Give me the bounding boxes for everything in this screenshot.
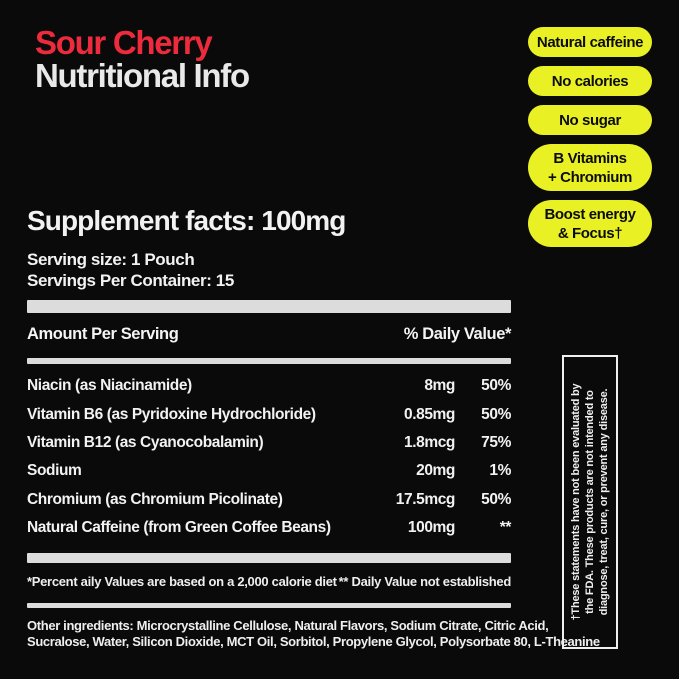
supplement-facts-title: Supplement facts: 100mg	[27, 205, 346, 236]
feature-badge-column: Natural caffeine No calories No sugar B …	[528, 27, 652, 247]
page-title: Nutritional Info	[35, 57, 250, 94]
footnote-percent-daily-value: *Percent aily Values are based on a 2,00…	[27, 574, 337, 590]
nutrient-daily-value: 50%	[481, 490, 511, 508]
nutrient-daily-value: 50%	[481, 405, 511, 423]
table-row: Niacin (as Niacinamide) 8mg 50%	[27, 372, 511, 400]
nutrient-label: Natural Caffeine (from Green Coffee Bean…	[27, 519, 331, 537]
badge-label: + Chromium	[548, 168, 632, 186]
other-ingredients-line: Sucralose, Water, Silicon Dioxide, MCT O…	[27, 633, 600, 649]
footnote-dv-not-established: ** Daily Value not established	[338, 574, 512, 590]
badge-label: Boost energy	[544, 205, 636, 223]
fda-disclaimer-line: the FDA. These products are not intended…	[584, 390, 596, 614]
table-row: Sodium 20mg 1%	[27, 457, 511, 485]
other-ingredients-line: Other ingredients: Microcrystalline Cell…	[27, 618, 549, 634]
badge-label: No calories	[551, 72, 629, 90]
nutrient-label: Vitamin B6 (as Pyridoxine Hydrochloride)	[27, 405, 316, 423]
footnotes: *Percent aily Values are based on a 2,00…	[27, 574, 511, 589]
badge-natural-caffeine: Natural caffeine	[528, 27, 652, 57]
nutrient-table-header: Amount Per Serving % Daily Value*	[27, 322, 511, 346]
fda-disclaimer-line: †These statements have not been evaluate…	[570, 383, 582, 621]
nutrient-amount: 8mg	[424, 377, 455, 395]
nutrient-daily-value: 75%	[481, 433, 511, 451]
nutrient-amount: 1.8mcg	[403, 433, 455, 451]
nutrient-label: Chromium (as Chromium Picolinate)	[27, 490, 283, 508]
nutrient-amount: 100mg	[407, 519, 456, 537]
table-row: Natural Caffeine (from Green Coffee Bean…	[27, 514, 511, 542]
fda-disclaimer-box: †These statements have not been evaluate…	[562, 355, 618, 649]
nutrient-label: Sodium	[27, 462, 82, 480]
badge-label: Natural caffeine	[536, 33, 644, 51]
nutrient-daily-value: 1%	[489, 462, 511, 480]
table-row: Vitamin B6 (as Pyridoxine Hydrochloride)…	[27, 400, 511, 428]
divider-bar-thick	[27, 300, 511, 313]
divider-bar-thick-bottom	[27, 553, 511, 564]
badge-label: B Vitamins	[553, 149, 627, 167]
fda-disclaimer-text: †These statements have not been evaluate…	[569, 360, 611, 644]
table-row: Vitamin B12 (as Cyanocobalamin) 1.8mcg 7…	[27, 429, 511, 457]
nutrient-daily-value: **	[499, 519, 512, 537]
nutrient-amount: 17.5mcg	[395, 490, 456, 508]
badge-b-vitamins-chromium: B Vitamins + Chromium	[528, 144, 652, 191]
badge-no-calories: No calories	[528, 66, 652, 96]
nutrient-daily-value: 50%	[481, 377, 511, 395]
nutrient-label: Vitamin B12 (as Cyanocobalamin)	[27, 433, 264, 451]
page-header: Sour Cherry Nutritional Info	[35, 24, 250, 94]
column-header-daily-value: % Daily Value*	[403, 324, 512, 343]
nutrient-amount: 20mg	[416, 462, 455, 480]
servings-per-container: Servings Per Container: 15	[27, 271, 234, 290]
nutrient-table-body: Niacin (as Niacinamide) 8mg 50% Vitamin …	[27, 372, 511, 542]
fda-disclaimer-line: diagnose, treat, cure, or prevent any di…	[598, 388, 610, 616]
table-row: Chromium (as Chromium Picolinate) 17.5mc…	[27, 486, 511, 514]
badge-boost-energy-focus: Boost energy & Focus†	[528, 200, 652, 247]
serving-size: Serving size: 1 Pouch	[27, 250, 195, 269]
serving-info: Serving size: 1 Pouch Servings Per Conta…	[27, 249, 511, 291]
supplement-facts-panel: Supplement facts: 100mg Serving size: 1 …	[27, 205, 600, 649]
nutrient-label: Niacin (as Niacinamide)	[27, 377, 192, 395]
nutrient-amount: 0.85mg	[403, 405, 455, 423]
divider-bar-thin	[27, 603, 511, 609]
badge-label: & Focus†	[557, 224, 623, 242]
other-ingredients: Other ingredients: Microcrystalline Cell…	[27, 618, 600, 649]
column-header-amount: Amount Per Serving	[27, 324, 179, 343]
divider-bar-medium	[27, 358, 511, 364]
badge-label: No sugar	[559, 111, 621, 129]
product-flavor-title: Sour Cherry	[35, 24, 213, 61]
badge-no-sugar: No sugar	[528, 105, 652, 135]
